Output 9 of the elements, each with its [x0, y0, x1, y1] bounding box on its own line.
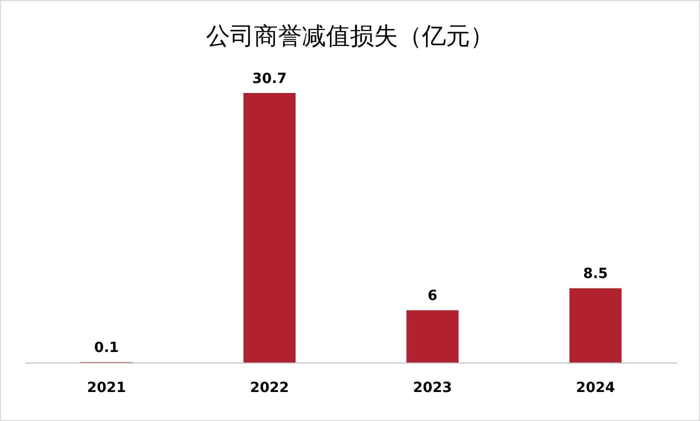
x-tick-label: 2021 — [87, 380, 126, 396]
data-label: 0.1 — [94, 340, 119, 356]
x-tick-label: 2024 — [576, 380, 616, 396]
data-label: 8.5 — [583, 266, 608, 282]
chart-title: 公司商誉减值损失（亿元） — [206, 22, 494, 50]
data-label: 6 — [428, 288, 438, 304]
data-label: 30.7 — [252, 71, 287, 87]
x-tick-label: 2022 — [250, 380, 289, 396]
x-tick-label: 2023 — [413, 380, 452, 396]
